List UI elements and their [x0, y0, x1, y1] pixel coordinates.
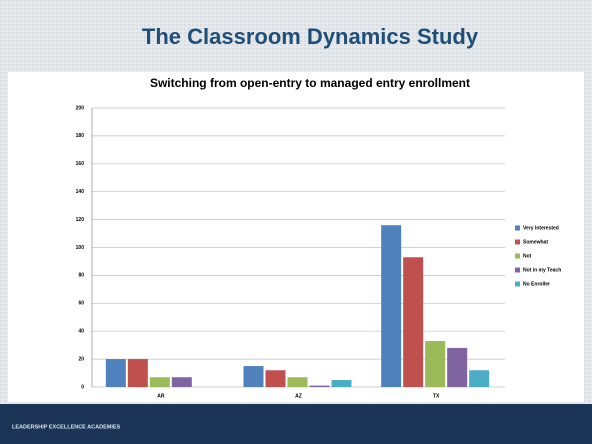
- y-tick-label: 160: [76, 161, 85, 167]
- y-tick-label: 20: [78, 356, 84, 362]
- bar: [447, 347, 468, 387]
- legend-swatch: [515, 267, 520, 273]
- legend-label: No Enroller: [523, 281, 550, 287]
- y-tick-label: 100: [76, 245, 85, 251]
- bar: [105, 359, 126, 387]
- y-tick-label: 80: [78, 273, 84, 279]
- chart-area: [8, 72, 584, 402]
- legend-label: Not: [523, 253, 532, 259]
- bar: [171, 377, 192, 387]
- y-tick-label: 140: [76, 189, 85, 195]
- y-tick-label: 180: [76, 133, 85, 139]
- x-tick-label: AZ: [295, 393, 302, 399]
- legend-label: Not in my Teach: [523, 267, 561, 273]
- slide-title: The Classroom Dynamics Study: [142, 24, 479, 49]
- bar: [469, 370, 490, 387]
- bar: [243, 366, 264, 387]
- legend-swatch: [515, 225, 520, 231]
- bar: [149, 377, 170, 387]
- y-tick-label: 200: [76, 105, 85, 111]
- legend-swatch: [515, 239, 520, 245]
- legend-label: Very Interested: [523, 225, 559, 231]
- legend-swatch: [515, 253, 520, 259]
- y-tick-label: 60: [78, 301, 84, 307]
- bar: [425, 340, 446, 387]
- bar: [403, 257, 424, 387]
- footer-band: [0, 404, 592, 444]
- bar: [331, 380, 352, 387]
- bar: [127, 359, 148, 387]
- legend-label: Somewhat: [523, 239, 548, 245]
- y-tick-label: 120: [76, 217, 85, 223]
- bar: [381, 225, 402, 387]
- bar: [265, 370, 286, 387]
- y-tick-label: 0: [81, 384, 84, 390]
- bar: [287, 377, 308, 387]
- footer-text: LEADERSHIP EXCELLENCE ACADEMIES: [12, 424, 121, 430]
- y-tick-label: 40: [78, 329, 84, 335]
- chart-title: Switching from open-entry to managed ent…: [150, 76, 470, 90]
- x-tick-label: TX: [433, 393, 440, 399]
- legend-swatch: [515, 281, 520, 287]
- bar: [309, 385, 330, 387]
- x-tick-label: AR: [157, 393, 165, 399]
